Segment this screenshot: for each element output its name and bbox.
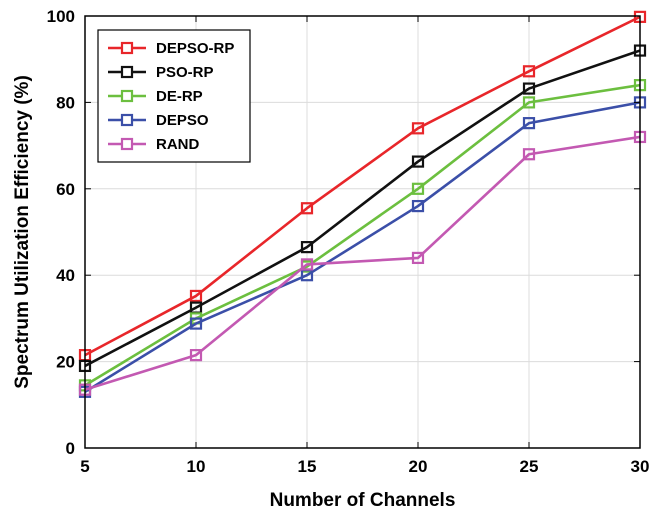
data-point [522,82,536,95]
x-tick-label: 20 [409,457,428,476]
x-tick-label: 5 [80,457,89,476]
legend-item: DEPSO [108,112,209,129]
legend-item: DE-RP [108,88,203,105]
legend-swatch-marker [120,137,134,151]
data-point [411,251,425,265]
legend: DEPSO-RP PSO-RP DE-RP DEPSO RAND [97,29,251,163]
y-tick-label: 20 [56,353,75,372]
x-tick-label: 10 [187,457,206,476]
y-tick-label: 0 [66,439,75,458]
y-tick-label: 80 [56,93,75,112]
data-point [411,122,425,135]
data-point [522,148,536,161]
y-tick-label: 40 [56,266,75,285]
data-point [300,241,314,254]
series-line [84,49,641,368]
x-tick-label: 30 [631,457,650,476]
series-rand [78,130,647,396]
data-point [522,65,536,78]
series-line [84,135,641,391]
legend-label: PSO-RP [156,64,214,81]
legend-label: RAND [156,136,199,153]
axis-ticks: 5 10 15 20 25 30 0 20 40 60 80 100 [47,7,650,476]
series-line [84,83,641,387]
series-line [84,15,641,357]
y-tick-label: 60 [56,180,75,199]
data-point [189,317,203,330]
y-tick-label: 100 [47,7,75,26]
legend-label: DEPSO-RP [156,40,234,57]
data-point [189,349,203,362]
legend-item: PSO-RP [108,64,214,81]
legend-swatch-marker [120,65,134,79]
series-line [84,101,641,393]
x-axis-title: Number of Channels [270,490,456,511]
data-point [522,96,536,109]
legend-swatch-marker [120,113,134,127]
legend-swatch-marker [120,41,134,55]
x-tick-label: 25 [520,457,539,476]
x-tick-label: 15 [298,457,317,476]
data-point [411,182,425,195]
legend-label: DEPSO [156,112,209,129]
legend-swatch-marker [120,89,134,103]
y-axis-title: Spectrum Utilization Efficiency (%) [12,75,33,389]
data-point [522,117,536,130]
data-point [411,199,425,213]
data-point [300,202,314,215]
legend-item: DEPSO-RP [108,40,234,57]
data-point [411,155,425,168]
data-point [300,258,314,271]
legend-item: RAND [108,136,199,153]
plot-frame [84,15,641,449]
legend-label: DE-RP [156,88,203,105]
data-point [189,289,203,303]
